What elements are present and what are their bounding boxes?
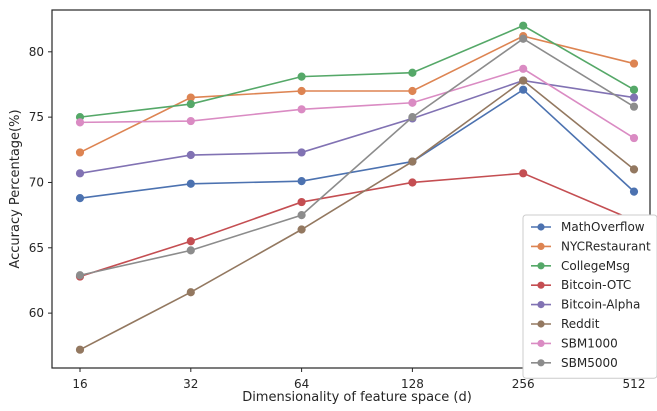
legend-marker — [537, 359, 545, 367]
legend-box — [522, 214, 657, 379]
data-point — [297, 105, 306, 114]
legend-label: Bitcoin-OTC — [561, 278, 631, 292]
legend-item: MathOverflow — [531, 220, 645, 234]
series-line — [79, 88, 635, 199]
legend-item: Reddit — [531, 317, 600, 331]
data-point — [519, 21, 528, 30]
legend-marker — [537, 242, 545, 250]
data-point — [519, 85, 528, 94]
legend-item: NYCRestaurant — [531, 239, 651, 253]
series-layer — [75, 21, 639, 354]
x-tick-label: 64 — [294, 377, 309, 391]
data-point — [186, 288, 195, 297]
series-line — [79, 24, 635, 118]
data-point — [408, 68, 417, 77]
legend-item: SBM5000 — [531, 356, 618, 370]
legend-item: SBM1000 — [531, 336, 618, 350]
data-point — [519, 169, 528, 178]
data-point — [75, 194, 85, 203]
series-sbm1000 — [75, 64, 639, 143]
x-axis-label: Dimensionality of feature space (d) — [242, 390, 472, 405]
data-point — [297, 211, 306, 220]
data-point — [75, 169, 85, 178]
data-point — [186, 99, 195, 109]
series-mathoverflow — [75, 85, 639, 203]
legend-marker — [537, 320, 545, 328]
y-axis-label: Accuracy Percentage(%) — [8, 109, 23, 268]
data-point — [629, 85, 639, 94]
data-point — [297, 72, 306, 81]
legend-marker — [537, 223, 545, 231]
x-tick-label: 16 — [72, 377, 87, 391]
data-point — [186, 237, 195, 246]
y-tick-label: 80 — [29, 45, 44, 59]
x-tick-label: 32 — [183, 377, 198, 391]
data-point — [519, 34, 528, 43]
y-tick-label: 70 — [29, 175, 44, 189]
legend-marker — [537, 339, 545, 347]
data-point — [629, 187, 639, 196]
data-point — [408, 157, 417, 166]
x-tick-label: 128 — [401, 377, 424, 391]
data-point — [75, 271, 85, 280]
y-tick-label: 65 — [29, 241, 44, 255]
data-point — [408, 113, 417, 122]
data-point — [75, 118, 85, 127]
series-line — [79, 172, 635, 278]
data-point — [519, 64, 528, 73]
x-tick-label: 512 — [623, 377, 646, 391]
legend-label: Reddit — [561, 317, 600, 331]
data-point — [408, 86, 417, 96]
legend-label: NYCRestaurant — [561, 239, 651, 253]
data-point — [297, 197, 306, 207]
x-tick-label: 256 — [512, 377, 535, 391]
data-point — [629, 59, 639, 68]
series-line — [79, 67, 635, 139]
data-point — [629, 102, 639, 111]
series-bitcoin-alpha — [75, 76, 639, 178]
data-point — [186, 116, 195, 126]
data-point — [297, 86, 306, 96]
data-point — [297, 148, 306, 157]
legend: MathOverflow NYCRestaurant CollegeMsg Bitco… — [522, 214, 657, 379]
legend-marker — [537, 281, 545, 289]
series-sbm5000 — [75, 34, 639, 280]
y-tick-label: 75 — [29, 110, 44, 124]
data-point — [519, 76, 528, 85]
data-point — [629, 133, 639, 143]
axes-layer: 60 65 70 75 80 16 32 64 128 256 512 — [29, 9, 651, 391]
data-point — [186, 246, 195, 255]
data-point — [186, 179, 195, 188]
legend-label: SBM1000 — [561, 336, 618, 350]
data-point — [75, 148, 85, 157]
legend-item: Bitcoin-OTC — [531, 278, 631, 292]
legend-item: Bitcoin-Alpha — [531, 298, 640, 312]
data-point — [297, 225, 306, 234]
series-line — [79, 37, 635, 277]
data-point — [629, 93, 639, 102]
data-point — [629, 165, 639, 174]
data-point — [297, 177, 306, 186]
legend-label: Bitcoin-Alpha — [561, 298, 640, 312]
data-point — [186, 150, 195, 160]
series-reddit — [75, 76, 639, 354]
data-point — [75, 345, 85, 354]
legend-label: CollegeMsg — [561, 259, 630, 273]
legend-marker — [537, 262, 545, 270]
series-line — [79, 79, 635, 351]
series-line — [79, 79, 635, 175]
series-nycrestaurant — [75, 32, 639, 157]
data-point — [408, 98, 417, 107]
y-tick-label: 60 — [29, 306, 44, 320]
legend-label: SBM5000 — [561, 356, 618, 370]
series-collegemsg — [75, 21, 639, 122]
legend-item: CollegeMsg — [531, 259, 630, 273]
legend-label: MathOverflow — [561, 220, 645, 234]
legend-marker — [537, 301, 545, 309]
plot-frame — [51, 9, 651, 369]
data-point — [408, 178, 417, 187]
